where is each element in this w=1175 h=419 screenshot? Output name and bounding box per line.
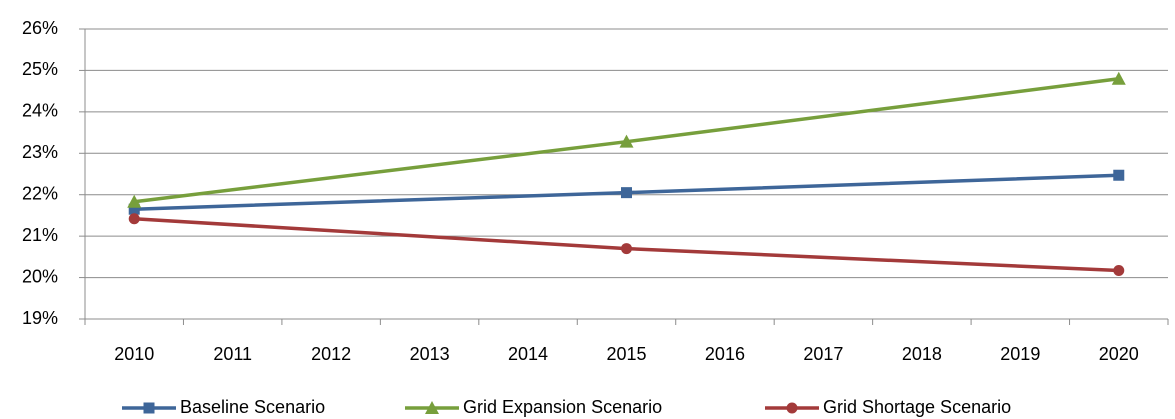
y-tick-label: 26% (22, 18, 58, 38)
y-tick-label: 24% (22, 101, 58, 121)
x-tick-label: 2020 (1099, 344, 1139, 364)
marker (786, 402, 798, 414)
legend-label: Grid Shortage Scenario (823, 397, 1011, 417)
marker (128, 203, 140, 215)
marker (1111, 71, 1126, 85)
y-tick-label: 19% (22, 308, 58, 328)
x-tick-label: 2016 (705, 344, 745, 364)
y-tick-label: 25% (22, 59, 58, 79)
x-tick-label: 2011 (213, 344, 252, 364)
x-tick-label: 2017 (803, 344, 843, 364)
marker (143, 402, 155, 414)
y-tick-label: 23% (22, 142, 58, 162)
marker (127, 194, 142, 208)
x-tick-label: 2013 (410, 344, 450, 364)
marker (1113, 169, 1125, 181)
x-tick-label: 2018 (902, 344, 942, 364)
marker (621, 187, 632, 199)
legend-label: Baseline Scenario (180, 397, 325, 417)
x-tick-label: 2014 (508, 344, 548, 364)
x-tick-label: 2019 (1000, 344, 1040, 364)
marker (621, 243, 632, 255)
marker (619, 134, 634, 148)
x-tick-label: 2010 (114, 344, 154, 364)
marker (128, 213, 140, 225)
y-tick-label: 21% (22, 225, 58, 245)
y-tick-label: 20% (22, 266, 58, 286)
marker (425, 401, 439, 414)
y-tick-label: 22% (22, 183, 58, 203)
x-tick-label: 2015 (606, 344, 646, 364)
x-tick-label: 2012 (311, 344, 351, 364)
marker (1113, 265, 1125, 277)
legend-label: Grid Expansion Scenario (463, 397, 662, 417)
